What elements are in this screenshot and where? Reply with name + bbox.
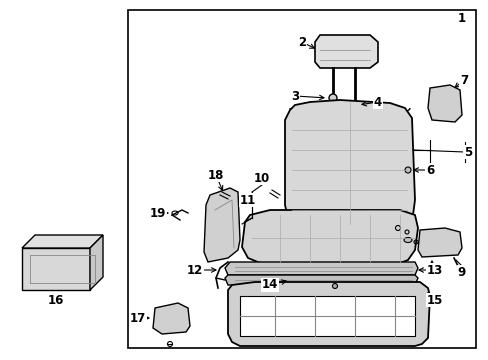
- Text: 8: 8: [427, 266, 435, 279]
- Text: 11: 11: [240, 194, 256, 207]
- Ellipse shape: [328, 94, 336, 102]
- Polygon shape: [22, 248, 90, 290]
- Text: 3: 3: [290, 90, 299, 103]
- Polygon shape: [153, 303, 190, 334]
- Text: 1: 1: [457, 12, 465, 24]
- Polygon shape: [203, 188, 240, 262]
- Polygon shape: [90, 235, 103, 290]
- Text: 6: 6: [425, 163, 433, 176]
- Polygon shape: [427, 85, 461, 122]
- Polygon shape: [227, 282, 429, 346]
- Text: 2: 2: [297, 36, 305, 49]
- Text: 12: 12: [186, 264, 203, 276]
- Text: 10: 10: [253, 171, 269, 185]
- Text: 19: 19: [149, 207, 166, 220]
- Ellipse shape: [403, 238, 411, 243]
- Text: 13: 13: [426, 264, 442, 276]
- Polygon shape: [224, 275, 417, 285]
- Text: 4: 4: [373, 95, 381, 108]
- Bar: [128, 10, 475, 348]
- Text: 15: 15: [426, 293, 442, 306]
- Polygon shape: [285, 100, 414, 225]
- Text: 5: 5: [463, 145, 471, 158]
- Polygon shape: [224, 262, 417, 275]
- Polygon shape: [240, 296, 414, 336]
- Text: 7: 7: [459, 73, 467, 86]
- Ellipse shape: [404, 167, 410, 173]
- Text: 9: 9: [457, 266, 465, 279]
- Polygon shape: [242, 210, 417, 265]
- Polygon shape: [22, 235, 103, 248]
- Text: 14: 14: [261, 279, 278, 292]
- Polygon shape: [417, 228, 461, 257]
- Text: 16: 16: [48, 293, 64, 306]
- Ellipse shape: [350, 101, 358, 109]
- Polygon shape: [314, 35, 377, 68]
- Ellipse shape: [332, 284, 337, 288]
- Text: 18: 18: [207, 168, 224, 181]
- Text: 17: 17: [130, 311, 146, 324]
